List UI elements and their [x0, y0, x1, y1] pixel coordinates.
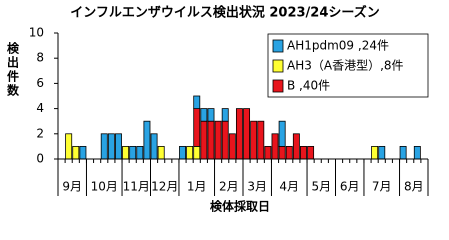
bar [200, 120, 208, 160]
bar [72, 145, 80, 160]
bar [200, 108, 208, 122]
x-group-label: 9月 [62, 180, 82, 194]
x-group-label: 7月 [372, 180, 392, 194]
bar [207, 108, 215, 122]
x-group-label: 1月 [187, 180, 207, 194]
bar [179, 145, 186, 160]
bar [136, 145, 144, 160]
x-group-label: 5月 [311, 180, 331, 194]
bar [115, 133, 122, 160]
bar [264, 145, 272, 160]
bar [243, 108, 251, 160]
chart: インフルエンザウイルス検出状況 2023/24シーズン 検体採取日 検出件数 0 2… [6, 5, 429, 214]
bar [221, 120, 229, 160]
bar [65, 133, 73, 160]
bar [228, 133, 236, 160]
x-group-label: 10月 [91, 180, 118, 194]
y-tick-label: 8 [36, 51, 44, 65]
legend-label: B ,40件 [287, 79, 330, 93]
x-group-label: 8月 [404, 180, 424, 194]
bar [292, 133, 300, 160]
bar [378, 145, 386, 160]
bar [257, 120, 265, 160]
bar [193, 95, 201, 109]
bar [79, 145, 87, 160]
bar [157, 145, 165, 160]
bar [100, 133, 108, 160]
bar [278, 120, 286, 147]
bar [278, 145, 286, 160]
bar [107, 133, 115, 160]
bar [285, 145, 293, 160]
bar [193, 145, 201, 160]
bar [399, 145, 407, 160]
bar [235, 108, 243, 160]
bar [207, 120, 215, 160]
bar [271, 133, 279, 160]
x-group-label: 6月 [340, 180, 360, 194]
bar [122, 145, 130, 160]
legend-box [267, 33, 429, 98]
legend-label: AH1pdm09 ,24件 [287, 39, 389, 53]
legend-swatch [272, 59, 284, 73]
bar [129, 145, 137, 160]
bar [186, 145, 194, 160]
bar [150, 133, 158, 160]
bar [371, 145, 379, 160]
y-tick-label: 6 [36, 76, 44, 90]
bar [221, 108, 229, 122]
legend-swatch [272, 39, 284, 53]
bar [214, 120, 222, 160]
bar [193, 108, 201, 147]
y-tick-label: 10 [29, 26, 44, 40]
x-group-label: 11月 [123, 180, 150, 194]
x-group-label: 3月 [247, 180, 267, 194]
legend-label: AH3（A香港型）,8件 [287, 59, 404, 73]
x-axis-label: 検体採取日 [210, 199, 270, 214]
y-tick-label: 0 [36, 152, 44, 166]
x-group-label: 4月 [279, 180, 299, 194]
chart-title: インフルエンザウイルス検出状況 2023/24シーズン [70, 5, 380, 21]
bar [413, 145, 421, 160]
bar [250, 120, 258, 160]
y-tick-label: 2 [36, 126, 44, 140]
legend-swatch [272, 79, 284, 93]
bar [143, 120, 151, 160]
y-axis-label: 検出件数 [6, 41, 20, 98]
bar [307, 145, 315, 160]
y-tick-label: 4 [36, 101, 44, 115]
bar [300, 145, 307, 160]
x-group-label: 2月 [219, 180, 239, 194]
x-group-label: 12月 [151, 180, 178, 194]
